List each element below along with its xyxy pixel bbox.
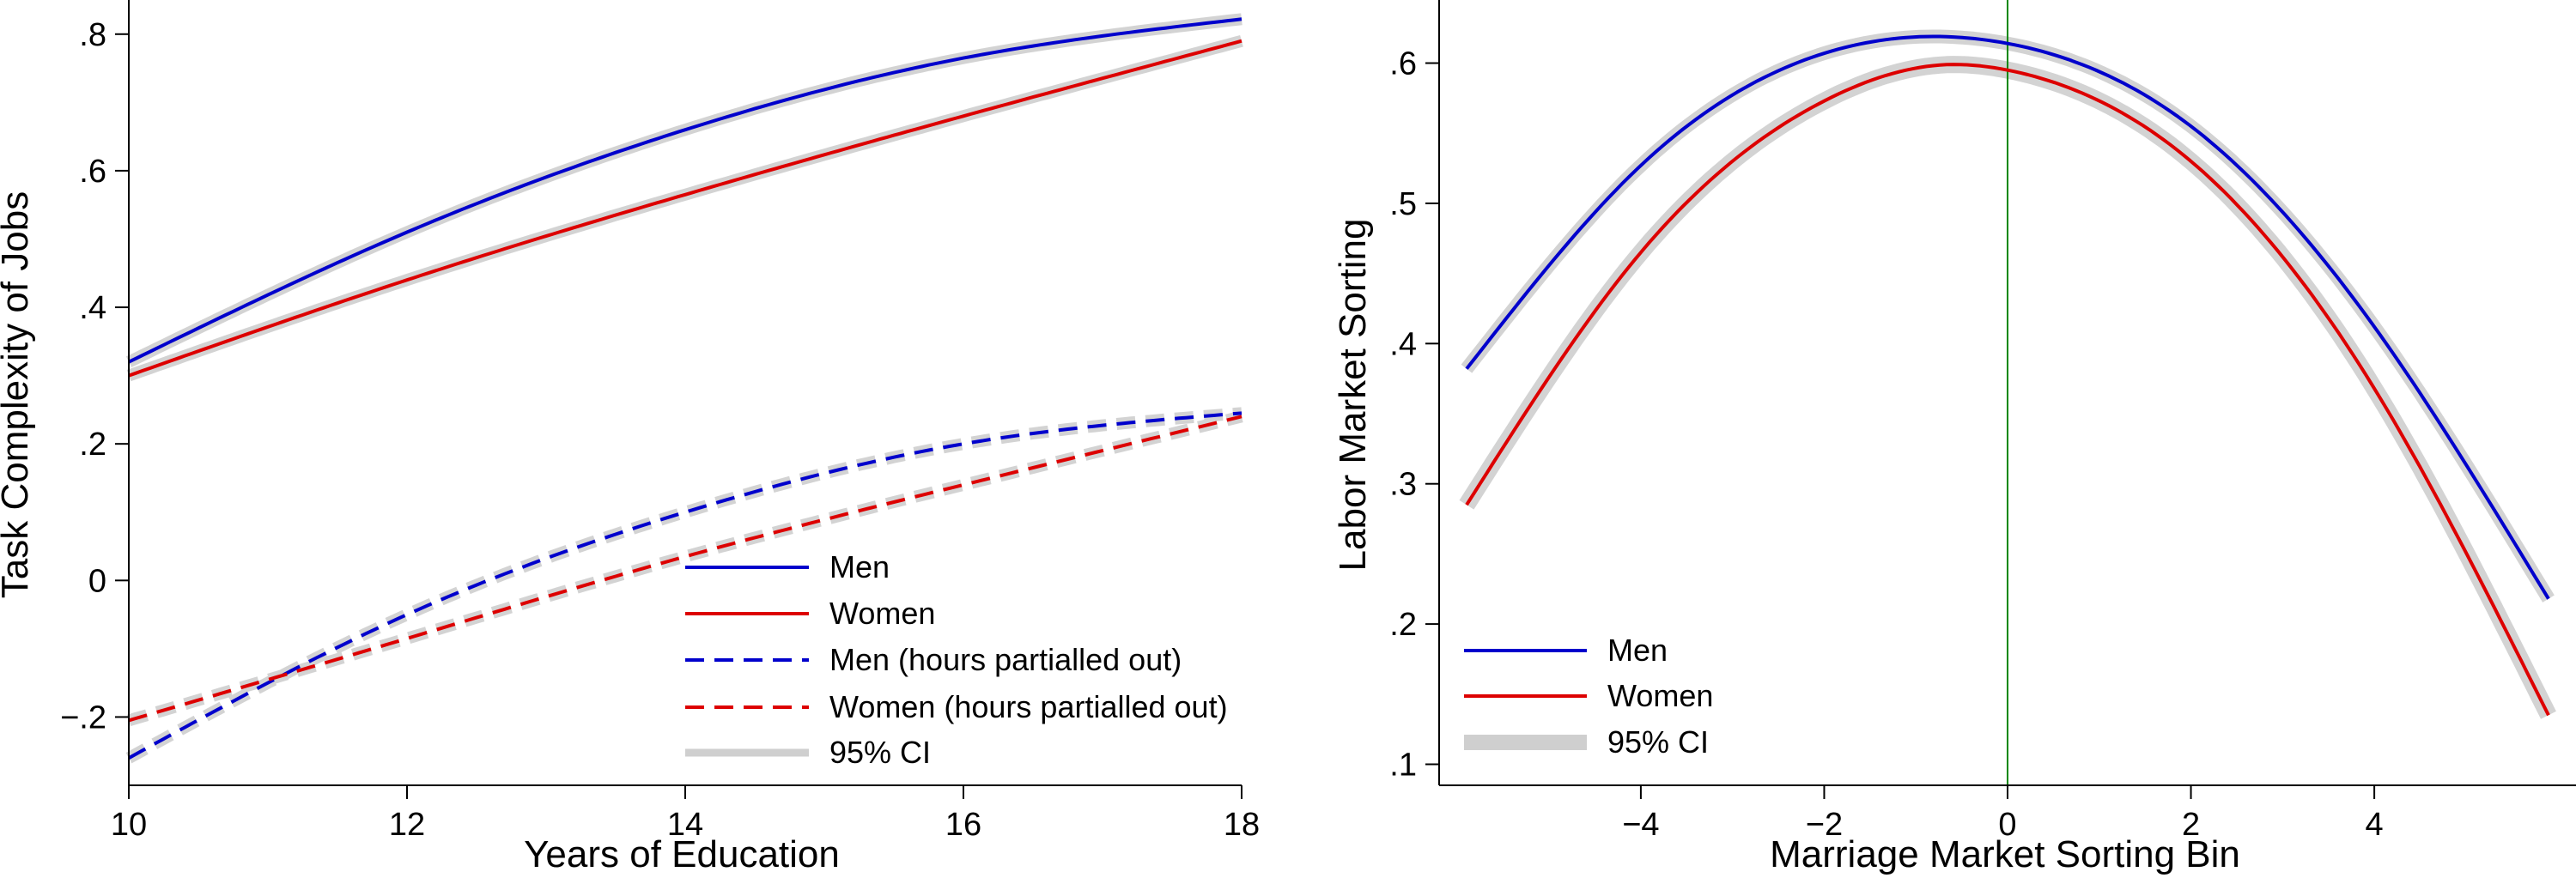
x-axis-title: Years of Education	[524, 833, 840, 875]
legend-label-men: Men	[1607, 633, 1668, 668]
x-tick-label: 0	[1998, 807, 2016, 843]
series-line-women	[1465, 63, 2550, 717]
x-tick-label: 12	[389, 807, 425, 843]
x-tick-label: 2	[2182, 807, 2200, 843]
legend-label-ci: 95% CI	[829, 735, 931, 770]
y-tick-label: .4	[79, 290, 106, 326]
series-lines	[1465, 34, 2550, 717]
legend-label-men-hours: Men (hours partialled out)	[829, 642, 1182, 677]
series-line-men	[1465, 34, 2550, 600]
y-tick-label: .2	[79, 427, 106, 463]
legend-label-men: Men	[829, 549, 890, 584]
legend: Men Women 95% CI	[1464, 633, 1713, 760]
y-tick-label: −.2	[60, 699, 106, 736]
legend-label-women: Women	[1607, 678, 1713, 713]
series-line-men-hours-partialled-out	[128, 411, 1242, 760]
x-tick-label: 14	[667, 807, 703, 843]
series-line-women	[128, 39, 1242, 378]
axes: .1 .2 .3 .4 .5 .6 −4 −2 0 2 4	[1389, 0, 2576, 843]
x-tick-label: 16	[945, 807, 981, 843]
x-tick-label: 18	[1224, 807, 1260, 843]
education-panel: −.2 0 .2 .4 .6 .8 10 12 14 16 18 Years of Educatio…	[0, 0, 1260, 875]
legend-label-women-hours: Women (hours partialled out)	[829, 689, 1228, 724]
y-tick-label: .6	[1389, 46, 1417, 82]
x-tick-label: 4	[2366, 807, 2384, 843]
y-tick-label: .4	[1389, 326, 1417, 362]
x-tick-label: −4	[1622, 807, 1659, 843]
x-axis-title: Marriage Market Sorting Bin	[1770, 833, 2240, 875]
y-tick-label: .2	[1389, 607, 1417, 643]
legend: Men Women Men (hours partialled out) Wom…	[685, 549, 1228, 770]
legend-label-ci: 95% CI	[1607, 724, 1709, 760]
axes: −.2 0 .2 .4 .6 .8 10 12 14 16 18	[60, 0, 1260, 843]
y-tick-label: .1	[1389, 747, 1417, 783]
legend-label-women: Women	[829, 596, 935, 631]
y-axis-title: Labor Market Sorting	[1332, 219, 1374, 572]
y-tick-label: .8	[79, 17, 106, 53]
y-tick-label: .3	[1389, 467, 1417, 503]
series-line-men	[128, 17, 1242, 364]
y-tick-label: .5	[1389, 186, 1417, 222]
y-tick-label: .6	[79, 154, 106, 190]
y-tick-label: 0	[88, 563, 106, 599]
marriage-sorting-panel: .1 .2 .3 .4 .5 .6 −4 −2 0 2 4 Marriage Market Sort…	[1332, 0, 2576, 875]
y-axis-title: Task Complexity of Jobs	[0, 191, 36, 598]
x-tick-label: −2	[1806, 807, 1843, 843]
series-line-women-hours-partialled-out	[128, 415, 1242, 723]
series-lines	[128, 17, 1242, 760]
x-tick-label: 10	[111, 807, 147, 843]
